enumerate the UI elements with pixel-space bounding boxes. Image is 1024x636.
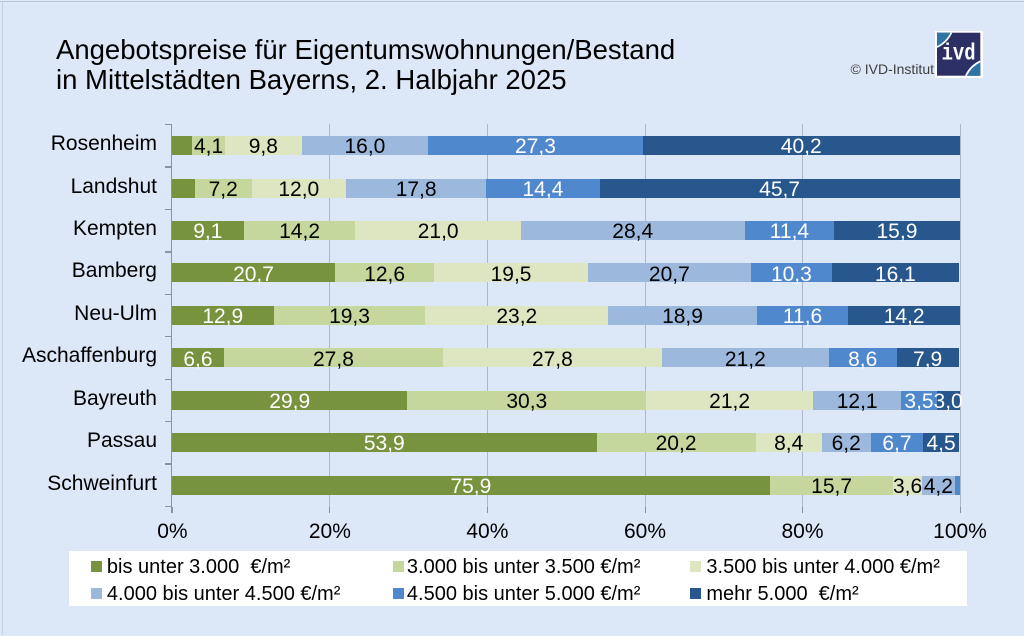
svg-text:ivd: ivd [942,40,976,66]
